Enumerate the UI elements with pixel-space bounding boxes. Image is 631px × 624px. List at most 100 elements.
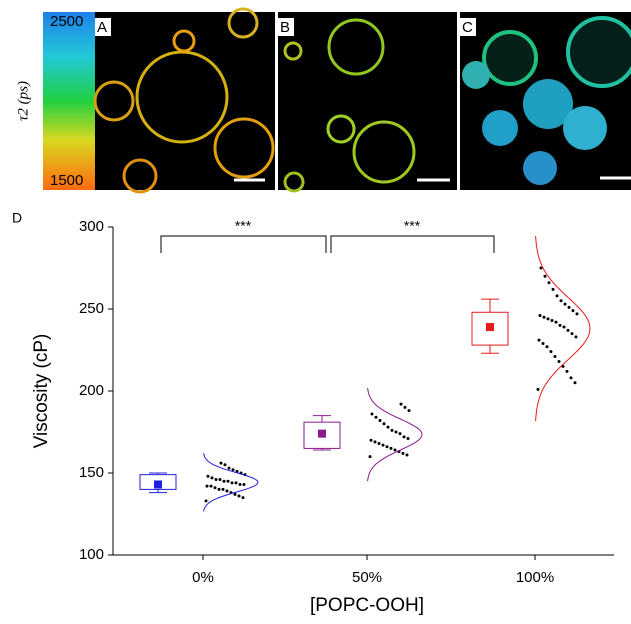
panel-c: C xyxy=(460,12,631,190)
data-point xyxy=(373,440,377,444)
data-point xyxy=(403,405,407,409)
data-point xyxy=(539,266,543,270)
data-point xyxy=(242,482,246,486)
x-axis-title: [POPC-OOH] xyxy=(310,595,424,616)
data-point xyxy=(389,446,393,450)
data-point xyxy=(567,305,571,309)
x-tick-label: 0% xyxy=(192,569,214,586)
colorbar-max: 2500 xyxy=(50,13,83,30)
data-point xyxy=(398,432,402,436)
data-point xyxy=(405,453,409,457)
panel-label: C xyxy=(462,19,473,36)
data-point xyxy=(554,320,558,324)
mean-marker xyxy=(154,480,162,489)
data-point xyxy=(221,487,225,491)
mean-marker xyxy=(486,323,494,332)
data-point xyxy=(402,435,406,439)
box xyxy=(303,421,341,449)
y-tick-label: 200 xyxy=(79,382,104,399)
colorbar-min: 1500 xyxy=(50,172,83,189)
y-tick-label: 250 xyxy=(79,300,104,317)
data-point xyxy=(234,481,238,485)
significance-label: *** xyxy=(404,218,421,234)
colorbar-label: τ2 (ps) xyxy=(15,81,31,121)
data-point xyxy=(407,409,411,413)
data-point xyxy=(368,455,372,459)
data-point xyxy=(385,445,389,449)
data-point xyxy=(204,499,208,503)
data-point xyxy=(565,369,569,373)
data-point xyxy=(537,338,541,342)
data-point xyxy=(569,376,573,380)
data-point xyxy=(230,481,234,485)
data-point xyxy=(237,494,241,498)
distribution-curve xyxy=(203,453,259,512)
y-tick-label: 100 xyxy=(79,546,104,563)
data-point xyxy=(547,281,551,285)
data-point xyxy=(231,468,235,472)
data-point xyxy=(210,476,214,480)
data-point xyxy=(225,489,229,493)
data-point xyxy=(382,422,386,426)
data-point xyxy=(557,359,561,363)
data-point xyxy=(566,328,570,332)
panel-b: B xyxy=(278,12,457,193)
data-point xyxy=(227,466,231,470)
data-point xyxy=(206,474,210,478)
data-point xyxy=(558,323,562,327)
data-point xyxy=(394,430,398,434)
data-point xyxy=(406,437,410,441)
significance-label: *** xyxy=(235,218,252,234)
data-point xyxy=(377,441,381,445)
data-point xyxy=(378,419,382,423)
data-point xyxy=(241,496,245,500)
data-point xyxy=(223,463,227,467)
data-point xyxy=(546,317,550,321)
data-point xyxy=(574,335,578,339)
data-point xyxy=(555,294,559,298)
data-point xyxy=(550,318,554,322)
y-tick-label: 300 xyxy=(79,218,104,235)
data-point xyxy=(562,325,566,329)
data-point xyxy=(217,487,221,491)
panel-label: D xyxy=(12,210,22,226)
data-point xyxy=(553,355,557,359)
significance-bracket xyxy=(160,235,327,253)
y-tick-label: 150 xyxy=(79,464,104,481)
data-point xyxy=(381,443,385,447)
y-axis-title: Viscosity (cP) xyxy=(31,334,52,449)
data-point xyxy=(209,484,213,488)
data-point xyxy=(218,478,222,482)
data-point xyxy=(536,387,540,391)
data-point xyxy=(545,345,549,349)
mean-marker xyxy=(318,429,326,438)
data-point xyxy=(543,274,547,278)
chart: D Viscosity (cP) [POPC-OOH] *** *** 100 1… xyxy=(12,210,614,616)
data-point xyxy=(541,341,545,345)
data-point xyxy=(570,332,574,336)
data-point xyxy=(222,479,226,483)
data-point xyxy=(233,492,237,496)
data-point xyxy=(238,482,242,486)
distribution-curve xyxy=(367,387,423,482)
panel-label: A xyxy=(97,19,107,36)
distribution-curve xyxy=(535,235,591,422)
data-point xyxy=(213,486,217,490)
box xyxy=(139,474,177,490)
box xyxy=(471,311,509,346)
data-point xyxy=(393,448,397,452)
data-point xyxy=(399,402,403,406)
data-point xyxy=(559,299,563,303)
data-point xyxy=(214,478,218,482)
data-point xyxy=(386,425,390,429)
data-point xyxy=(370,412,374,416)
data-point xyxy=(549,350,553,354)
panel-a: A xyxy=(93,7,275,194)
data-point xyxy=(390,428,394,432)
x-tick-label: 100% xyxy=(516,569,554,586)
data-point xyxy=(205,484,209,488)
data-point xyxy=(573,381,577,385)
data-point xyxy=(369,438,373,442)
data-point xyxy=(571,309,575,313)
